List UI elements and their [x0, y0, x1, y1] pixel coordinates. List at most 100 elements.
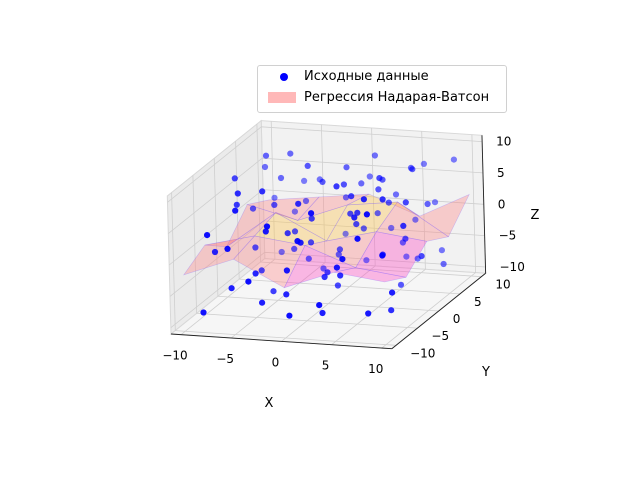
data-point [308, 210, 315, 217]
z-axis-label: Z [531, 208, 540, 223]
data-point [271, 194, 278, 201]
data-point [342, 194, 350, 201]
grid-line-y [171, 192, 397, 346]
surface-patch [254, 212, 328, 246]
data-point [334, 282, 341, 289]
data-point [375, 186, 382, 193]
y-axis-label: Y [481, 365, 490, 380]
data-point [358, 180, 365, 187]
data-point [333, 264, 340, 271]
data-point [224, 245, 231, 252]
data-point [353, 221, 360, 228]
data-point [231, 175, 238, 182]
z-tick-label: 10 [496, 135, 511, 149]
y-axis-line [391, 272, 486, 350]
data-point [258, 267, 265, 274]
grid-line-z [169, 220, 485, 297]
surface-patch [204, 212, 277, 248]
z-tick-label: 5 [497, 166, 505, 180]
data-point [354, 235, 361, 242]
data-point [294, 238, 301, 245]
grid-lines [167, 121, 487, 350]
data-point [389, 289, 396, 296]
data-point [320, 265, 327, 272]
data-point [261, 163, 269, 171]
data-point [204, 232, 211, 239]
data-point [339, 256, 346, 263]
grid-line-x [381, 134, 477, 349]
data-point [245, 278, 252, 285]
data-point [277, 174, 285, 182]
data-point [234, 190, 241, 197]
data-point [374, 210, 381, 217]
data-point [305, 255, 312, 262]
data-point [392, 191, 400, 198]
data-point [252, 270, 259, 277]
data-point [385, 199, 392, 206]
data-point [262, 228, 269, 235]
legend-label: Исходные данные [304, 69, 429, 84]
data-point [259, 188, 266, 195]
data-point [295, 200, 302, 207]
data-point [397, 281, 405, 288]
data-point [348, 193, 355, 200]
data-point [379, 252, 386, 259]
data-point [360, 196, 367, 203]
data-point [400, 222, 407, 229]
data-point [420, 160, 427, 167]
data-point [363, 211, 370, 218]
surface-patch [397, 193, 470, 238]
grid-line-x [180, 121, 276, 336]
data-point [371, 152, 378, 159]
surface-patch [355, 231, 428, 278]
surface-patch [233, 235, 306, 289]
z-tick-label: −10 [500, 260, 525, 274]
data-point [402, 199, 409, 206]
surface-patch [333, 267, 407, 283]
data-point [431, 199, 439, 206]
dot-marker-icon [280, 73, 288, 81]
data-point [291, 228, 299, 235]
data-point [286, 312, 293, 319]
grid-line-x [281, 127, 376, 342]
y-tick-label: −10 [410, 346, 435, 360]
grid-line-y [235, 141, 461, 295]
surface-patch [183, 235, 256, 276]
x-tick-label: −5 [216, 352, 234, 366]
grid-line-z [167, 126, 483, 203]
data-point [283, 267, 290, 274]
data-point [307, 239, 315, 246]
data-point [200, 309, 207, 316]
data-point [342, 230, 349, 237]
grid-line-y [256, 123, 482, 278]
surface-patch [225, 204, 298, 248]
legend-label: Регрессия Надарая-Ватсон [304, 90, 490, 105]
x-tick-label: 0 [272, 355, 280, 369]
data-point [376, 175, 383, 182]
data-point [304, 162, 311, 169]
data-point [409, 166, 416, 173]
data-point [412, 216, 419, 223]
data-point [249, 205, 257, 212]
data-point [324, 269, 331, 276]
data-point [262, 152, 270, 159]
x-tick-label: 10 [368, 362, 383, 376]
y-tick-label: 0 [453, 312, 461, 326]
surface-patch [275, 204, 349, 242]
data-point [402, 235, 409, 242]
data-point [302, 197, 310, 205]
data-point [278, 248, 285, 256]
data-point [347, 210, 354, 217]
grid-line-y [192, 175, 418, 329]
data-point [308, 215, 315, 222]
x-tick-label: −10 [162, 349, 187, 363]
patch-marker-icon [268, 92, 296, 103]
y-tick-label: 5 [474, 295, 482, 309]
data-point [319, 178, 326, 185]
data-point [232, 207, 239, 214]
y-tick-label: −5 [431, 329, 449, 343]
data-point [291, 208, 298, 215]
data-point [259, 299, 266, 306]
grid-line-z [170, 251, 486, 329]
